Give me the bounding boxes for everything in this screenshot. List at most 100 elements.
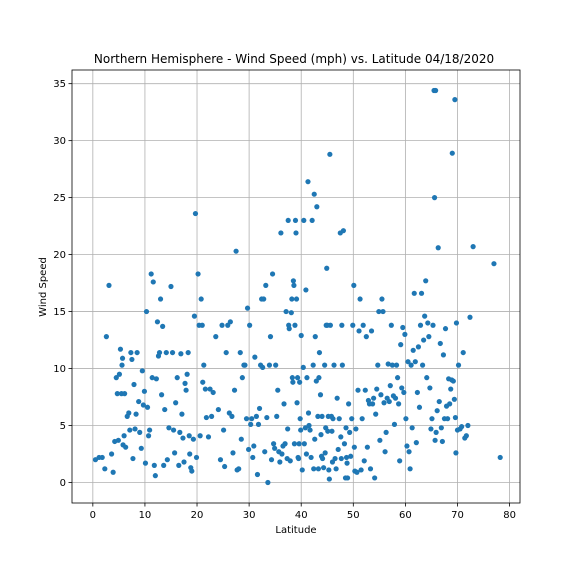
data-point xyxy=(141,388,148,394)
data-point xyxy=(333,466,339,472)
data-point xyxy=(126,410,132,416)
data-point xyxy=(151,462,157,468)
data-point xyxy=(306,422,312,429)
data-point xyxy=(452,97,458,103)
data-point xyxy=(303,287,309,293)
data-point xyxy=(355,387,361,393)
data-point xyxy=(322,450,328,456)
data-point xyxy=(442,326,449,332)
data-point xyxy=(159,392,165,398)
data-point xyxy=(367,466,374,472)
data-point xyxy=(249,416,255,422)
data-point xyxy=(220,427,227,433)
data-point xyxy=(431,195,438,201)
data-point xyxy=(397,458,403,464)
data-point xyxy=(357,296,363,302)
data-point xyxy=(434,408,440,414)
data-point xyxy=(279,451,285,457)
data-point xyxy=(396,401,402,407)
plot-area-frame xyxy=(71,69,521,504)
data-point xyxy=(433,429,439,435)
data-point xyxy=(292,217,299,224)
data-point xyxy=(145,433,152,439)
data-point xyxy=(329,428,335,434)
data-point xyxy=(185,349,191,356)
data-point xyxy=(209,413,215,419)
data-point xyxy=(179,411,185,417)
data-point xyxy=(291,282,297,288)
y-tick-label: 10 xyxy=(53,364,66,375)
data-point xyxy=(247,322,253,328)
data-point xyxy=(309,217,315,224)
data-point xyxy=(202,386,208,392)
data-point xyxy=(222,463,228,470)
data-point xyxy=(264,414,270,421)
data-point xyxy=(134,349,140,356)
data-point xyxy=(233,248,239,254)
data-point xyxy=(223,349,229,356)
data-point xyxy=(215,406,221,413)
data-point xyxy=(305,410,312,416)
x-tick-label: 20 xyxy=(191,510,204,521)
data-point xyxy=(467,314,473,320)
data-point xyxy=(181,459,187,465)
data-point xyxy=(103,334,109,340)
data-point xyxy=(154,319,161,325)
data-point xyxy=(411,290,417,296)
data-point xyxy=(407,466,413,472)
data-point xyxy=(343,454,350,461)
data-point xyxy=(389,362,395,368)
data-point xyxy=(162,406,168,413)
data-point xyxy=(362,387,368,393)
data-point xyxy=(197,433,203,439)
data-point xyxy=(349,416,355,422)
data-point xyxy=(330,416,336,422)
data-point xyxy=(184,371,190,377)
data-point xyxy=(452,414,459,421)
data-point xyxy=(169,349,176,356)
data-point xyxy=(459,424,465,430)
data-point xyxy=(354,469,360,475)
data-point xyxy=(289,296,295,302)
data-point xyxy=(140,402,146,408)
data-point xyxy=(336,416,342,422)
data-point xyxy=(265,479,271,486)
data-point xyxy=(128,349,134,356)
data-point xyxy=(198,296,204,302)
data-point xyxy=(311,191,317,197)
data-point xyxy=(453,320,460,326)
data-point xyxy=(122,391,128,397)
data-point xyxy=(163,349,169,356)
data-point xyxy=(410,347,416,353)
data-point xyxy=(455,362,462,368)
data-point xyxy=(426,334,432,340)
data-point xyxy=(193,454,200,461)
data-point xyxy=(318,432,324,438)
data-point xyxy=(416,404,423,410)
data-point xyxy=(207,386,213,392)
data-point xyxy=(127,427,133,433)
data-point xyxy=(113,375,119,381)
y-tick-label: 0 xyxy=(60,478,66,489)
data-point xyxy=(311,466,317,472)
data-point xyxy=(319,413,325,419)
y-axis-label: Wind Speed xyxy=(38,257,49,317)
data-point xyxy=(308,454,314,461)
data-point xyxy=(219,322,225,328)
data-point xyxy=(186,433,192,439)
data-point xyxy=(421,337,427,343)
data-point xyxy=(326,467,332,473)
data-point xyxy=(404,443,410,449)
data-point xyxy=(423,278,429,284)
data-point xyxy=(136,398,142,405)
data-point xyxy=(123,444,129,450)
data-point xyxy=(339,362,345,368)
x-tick-label: 80 xyxy=(503,510,516,521)
data-point xyxy=(400,324,406,331)
data-point xyxy=(463,433,469,439)
data-point xyxy=(262,449,268,455)
data-point xyxy=(315,466,321,472)
data-point xyxy=(414,389,420,396)
data-point xyxy=(102,466,108,472)
